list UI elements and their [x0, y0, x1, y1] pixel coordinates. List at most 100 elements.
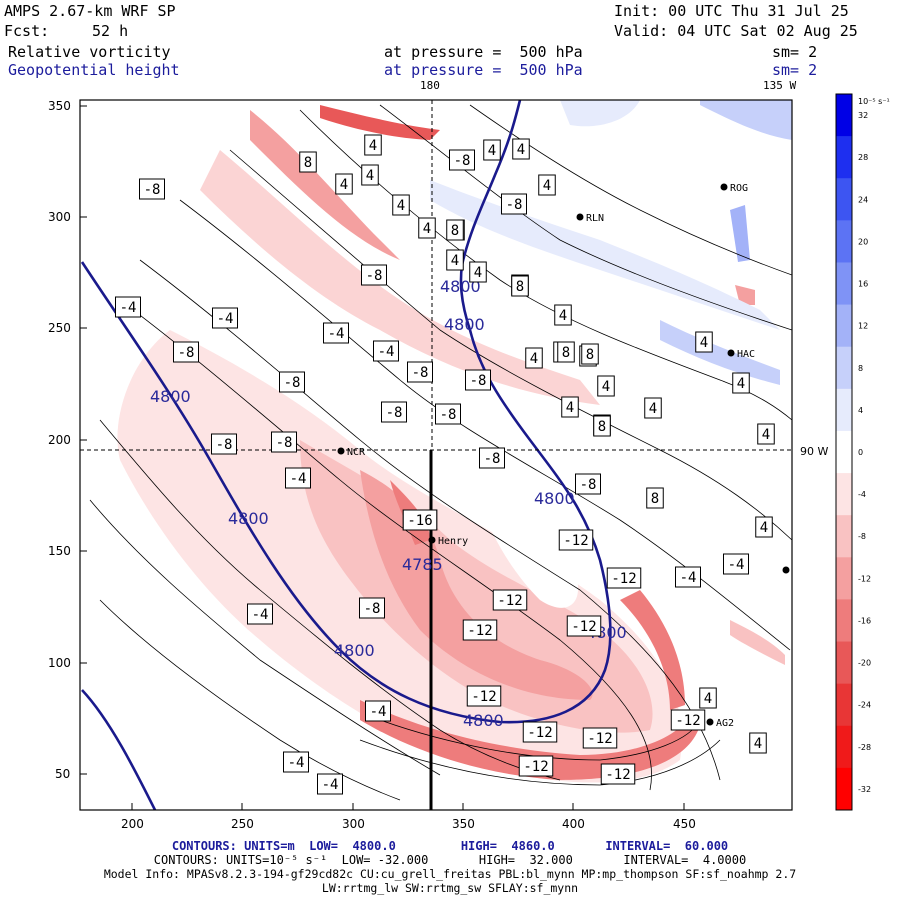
vorticity-label-negative: -8 [178, 345, 195, 361]
vorticity-label-negative: -8 [470, 373, 487, 389]
vorticity-label-negative: -12 [611, 571, 636, 587]
colorbar-label: 20 [858, 237, 868, 246]
vorticity-label-box [557, 341, 575, 363]
vorticity-label-box [606, 567, 642, 589]
vorticity-label-positive: 4 [737, 376, 745, 392]
vorticity-label-box [538, 174, 556, 196]
x-tick: 450 [673, 817, 696, 831]
colorbar-swatch [836, 767, 852, 811]
vorticity-label-box [407, 361, 433, 383]
vorticity-labels: 444444444444444444444444448888888-4-4-4-… [115, 134, 775, 795]
vorticity-label-box [211, 433, 237, 455]
vorticity-label-positive: 4 [474, 265, 482, 281]
vorticity-label-box [365, 700, 391, 722]
vorticity-label-positive: 8 [516, 279, 524, 295]
model-title: AMPS 2.67-km WRF SP [4, 2, 176, 20]
x-tick: 200 [121, 817, 144, 831]
vorticity-label-positive: 4 [602, 379, 610, 395]
valid-time: Valid: 04 UTC Sat 02 Aug 25 [614, 22, 858, 40]
vorticity-label-box [695, 331, 713, 353]
vorticity-label-box [299, 151, 317, 173]
colorbar: 32 28 24 20 16 12 8 4 0 -4 -8 -12 -16 -20 -24 -28 -32 [835, 93, 871, 811]
vorticity-label-box [582, 727, 618, 749]
vorticity-label-box [483, 139, 501, 161]
colorbar-label: 32 [858, 111, 868, 120]
vorticity-label-negative: -12 [675, 713, 700, 729]
vorticity-label-positive: 4 [451, 253, 459, 269]
height-label: 4800 [463, 711, 504, 730]
vorticity-label-positive: 8 [651, 491, 659, 507]
vorticity-label-box [323, 322, 349, 344]
vorticity-label-negative: -4 [252, 607, 269, 623]
vorticity-label-positive: 4 [530, 351, 538, 367]
vorticity-label-negative: -4 [378, 344, 395, 360]
vorticity-label-box [285, 467, 311, 489]
vorticity-label-negative: -12 [527, 725, 552, 741]
vorticity-label-box [501, 193, 527, 215]
vorticity-label-box [381, 401, 407, 423]
colorbar-swatch [836, 473, 852, 516]
colorbar-swatch [836, 641, 852, 685]
x-tick: 400 [562, 817, 585, 831]
vorticity-label-box [492, 589, 528, 611]
vorticity-label-positive: 8 [562, 345, 570, 361]
vorticity-label-box [644, 397, 662, 419]
colorbar-label: -4 [858, 490, 866, 499]
vorticity-label-negative: -8 [144, 182, 161, 198]
vorticity-label-box [361, 164, 379, 186]
colorbar-swatch [836, 136, 852, 179]
vorticity-label-box [361, 264, 387, 286]
colorbar-label: 8 [858, 364, 863, 373]
vorticity-label-box [335, 173, 353, 195]
colorbar-label: 28 [858, 153, 868, 162]
vorticity-label-negative: -4 [290, 471, 307, 487]
vorticity-label-box [646, 487, 664, 509]
vorticity-label-negative: -12 [587, 731, 612, 747]
vorticity-label-positive: 4 [488, 143, 496, 159]
height-label: 4800 [334, 641, 375, 660]
colorbar-label: -32 [858, 785, 871, 794]
x-tick: 250 [231, 817, 254, 831]
vorticity-label-box [446, 219, 464, 241]
vorticity-label-box [518, 755, 554, 777]
station-ncr: NCR [347, 447, 366, 458]
contour-4800-south [81, 689, 157, 810]
vorticity-label-positive: 4 [397, 198, 405, 214]
station-rog: ROG [730, 183, 748, 194]
station-henry: Henry [438, 536, 468, 547]
vorticity-label-box [755, 516, 773, 538]
vorticity-label-negative: -8 [276, 435, 293, 451]
vorticity-label-box [558, 529, 594, 551]
field1-level: at pressure = 500 hPa [384, 43, 583, 61]
colorbar-label: -20 [858, 659, 871, 668]
colorbar-label: -8 [858, 532, 866, 541]
height-label: 4800 [150, 387, 191, 406]
vorticity-label-negative: -12 [471, 689, 496, 705]
plot-frame [79, 99, 793, 811]
vorticity-label-negative: -8 [484, 451, 501, 467]
vorticity-label-box [554, 304, 572, 326]
colorbar-label: 24 [858, 195, 868, 204]
vorticity-label-box [364, 134, 382, 156]
vorticity-label-box [283, 751, 309, 773]
vorticity-label-box [392, 194, 410, 216]
colorbar-swatch [836, 515, 852, 558]
vorticity-label-box [462, 619, 498, 641]
vorticity-label-box [449, 149, 475, 171]
vorticity-label-positive: 4 [704, 691, 712, 707]
vorticity-label-negative: -4 [120, 300, 137, 316]
vorticity-label-positive: 4 [559, 308, 567, 324]
vorticity-label-negative: -4 [322, 777, 339, 793]
vorticity-label-box [723, 553, 749, 575]
colorbar-swatch [836, 683, 852, 727]
vorticity-label-box [699, 687, 717, 709]
colorbar-label: -16 [858, 616, 871, 625]
vorticity-label-negative: -12 [563, 533, 588, 549]
vorticity-label-negative: -8 [440, 407, 457, 423]
vorticity-label-positive: 8 [304, 155, 312, 171]
colorbar-swatch [836, 557, 852, 600]
vorticity-label-box [561, 396, 579, 418]
vorticity-label-negative: -4 [328, 326, 345, 342]
colorbar-label: 12 [858, 322, 868, 331]
vorticity-label-box [173, 341, 199, 363]
